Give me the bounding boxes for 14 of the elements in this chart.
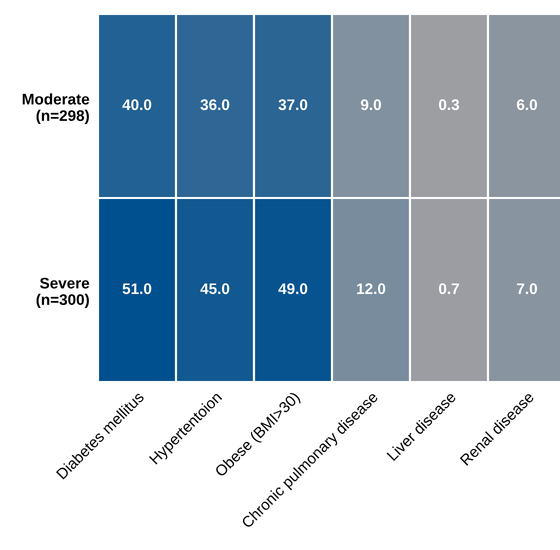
data-label: 0.3 (438, 99, 460, 110)
data-label: 0.7 (438, 283, 459, 294)
data-label: 45.0 (200, 283, 230, 294)
data-label: 6.0 (516, 99, 537, 110)
data-label: 37.0 (278, 99, 308, 110)
data-label: 7.0 (517, 283, 537, 294)
data-label: 40.0 (122, 99, 152, 110)
data-label: 36.0 (200, 99, 230, 110)
y-tick-label: Severe (n=300) (36, 278, 90, 308)
data-label: 49.0 (278, 283, 308, 294)
data-label: 9.0 (360, 99, 381, 110)
data-label: 51.0 (122, 283, 152, 294)
y-tick-label: Moderate (n=298) (22, 93, 90, 124)
data-label: 12.0 (357, 283, 386, 294)
